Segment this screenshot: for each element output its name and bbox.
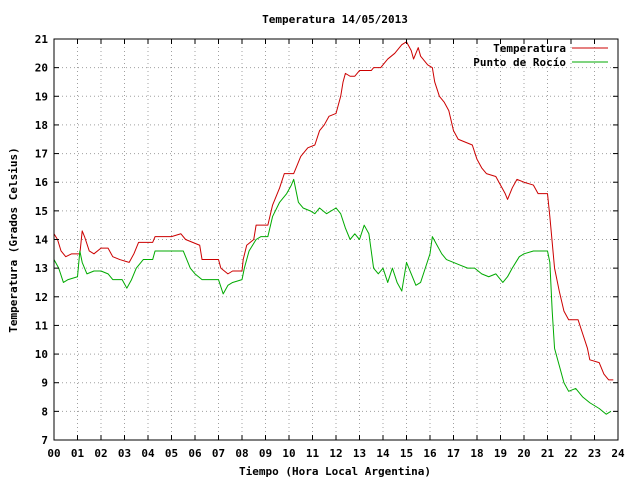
y-tick-label: 10 <box>35 348 48 361</box>
x-tick-label: 19 <box>494 447 507 460</box>
legend-label-temperatura: Temperatura <box>493 42 566 55</box>
series-line-punto-de-rocio <box>53 178 612 415</box>
x-tick-label: 03 <box>118 447 131 460</box>
x-tick-label: 22 <box>564 447 577 460</box>
y-tick-label: 18 <box>35 119 48 132</box>
x-tick-label: 12 <box>329 447 342 460</box>
x-tick-label: 21 <box>541 447 555 460</box>
x-tick-label: 08 <box>235 447 248 460</box>
series-layer <box>53 41 614 415</box>
y-tick-label: 9 <box>41 377 48 390</box>
x-tick-label: 05 <box>165 447 178 460</box>
y-tick-label: 11 <box>35 319 49 332</box>
y-axis-ticks: 7 8 9 10 11 12 13 14 15 16 17 18 19 20 21 <box>35 33 618 447</box>
x-tick-label: 06 <box>188 447 202 460</box>
x-tick-label: 01 <box>71 447 85 460</box>
x-tick-label: 23 <box>588 447 601 460</box>
x-tick-label: 24 <box>611 447 625 460</box>
x-tick-label: 10 <box>282 447 295 460</box>
x-axis-label: Tiempo (Hora Local Argentina) <box>239 465 431 478</box>
x-tick-label: 02 <box>94 447 107 460</box>
legend: Temperatura Punto de Rocío <box>473 42 608 69</box>
y-tick-label: 7 <box>41 434 48 447</box>
x-tick-label: 15 <box>400 447 413 460</box>
x-tick-label: 16 <box>423 447 437 460</box>
x-tick-label: 13 <box>353 447 366 460</box>
x-tick-label: 09 <box>259 447 272 460</box>
x-tick-label: 00 <box>47 447 60 460</box>
y-tick-label: 13 <box>35 262 48 275</box>
x-tick-label: 17 <box>447 447 460 460</box>
y-tick-label: 16 <box>35 176 49 189</box>
y-tick-label: 21 <box>35 33 49 46</box>
x-tick-label: 18 <box>470 447 483 460</box>
x-tick-label: 04 <box>141 447 155 460</box>
y-tick-label: 8 <box>41 405 48 418</box>
x-tick-label: 11 <box>306 447 320 460</box>
y-tick-label: 17 <box>35 148 48 161</box>
y-axis-label: Temperatura (Grados Celsius) <box>7 147 20 332</box>
legend-label-punto-de-rocio: Punto de Rocío <box>473 56 566 69</box>
y-tick-label: 19 <box>35 90 48 103</box>
y-tick-label: 14 <box>35 234 49 247</box>
chart-title: Temperatura 14/05/2013 <box>262 13 408 26</box>
x-tick-label: 14 <box>376 447 390 460</box>
y-tick-label: 15 <box>35 205 48 218</box>
x-tick-label: 20 <box>517 447 530 460</box>
x-axis-ticks: 00 01 02 03 04 05 06 07 08 09 10 11 12 13 14 15 16 17 18 19… <box>47 39 625 460</box>
y-tick-label: 12 <box>35 291 48 304</box>
x-tick-label: 07 <box>212 447 225 460</box>
y-tick-label: 20 <box>35 62 48 75</box>
series-line-temperatura <box>53 41 614 381</box>
